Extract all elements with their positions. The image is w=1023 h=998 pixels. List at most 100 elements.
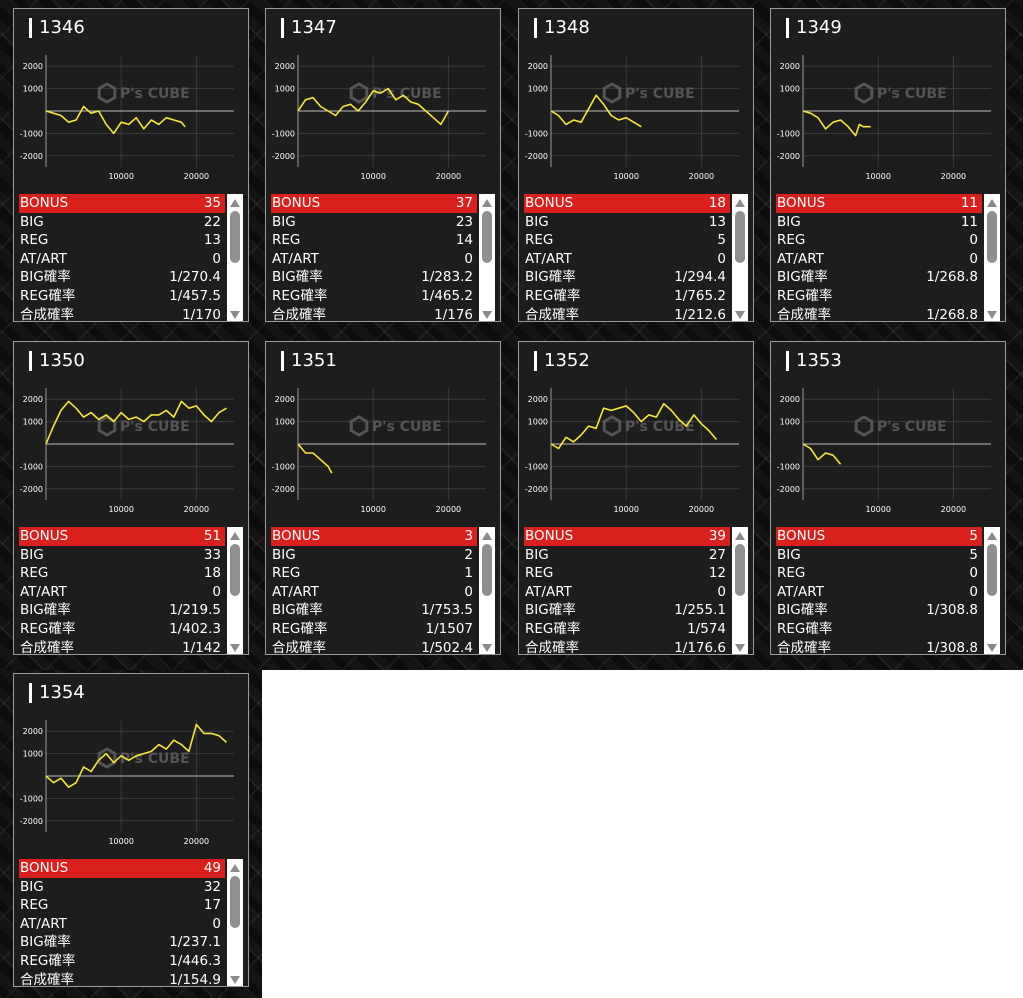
stat-label: BONUS [272, 195, 321, 211]
y-tick-label: -1000 [20, 794, 43, 803]
stats-list[interactable]: BONUS 18 BIG 13 REG 5 AT/ART 0 BIG確率 1/294.4 REG確率… [524, 194, 748, 321]
machine-card[interactable]: 1352 P's CUBE 2000 1000 -1000 -2000 10000 20000… [518, 341, 754, 655]
triangle-down-icon[interactable] [482, 311, 492, 319]
scrollbar-thumb[interactable] [482, 544, 492, 596]
machine-number: 1351 [291, 350, 337, 371]
slump-graph-svg: P's CUBE 2000 1000 -1000 -2000 10000 20000 [272, 55, 486, 181]
triangle-down-icon[interactable] [230, 976, 240, 984]
machine-card[interactable]: 1346 P's CUBE 2000 1000 -1000 -2000 10000 20000… [13, 8, 249, 322]
stats-scrollbar[interactable] [227, 194, 243, 321]
triangle-up-icon[interactable] [735, 199, 745, 207]
watermark-logo: P's CUBE [854, 415, 947, 437]
stat-row: BIG確率 1/219.5 [19, 601, 225, 620]
stat-row: BIG 27 [524, 546, 730, 565]
stat-label: BONUS [272, 528, 321, 544]
scrollbar-thumb[interactable] [987, 211, 997, 263]
slump-line [45, 723, 228, 788]
stat-label: 合成確率 [525, 639, 579, 655]
triangle-up-icon[interactable] [230, 864, 240, 872]
stats-scrollbar[interactable] [984, 527, 1000, 654]
stat-value: 5 [969, 546, 978, 563]
stat-value: 0 [969, 250, 978, 267]
stat-row: 合成確率 1/308.8 [776, 639, 982, 654]
triangle-down-icon[interactable] [735, 644, 745, 652]
scrollbar-thumb[interactable] [482, 211, 492, 263]
y-tick-label: -1000 [20, 462, 43, 471]
scrollbar-thumb[interactable] [735, 544, 745, 596]
bonus-row: BONUS 11 [776, 194, 982, 213]
triangle-up-icon[interactable] [482, 199, 492, 207]
machine-card[interactable]: 1349 P's CUBE 2000 1000 -1000 -2000 10000 20000… [770, 8, 1006, 322]
triangle-down-icon[interactable] [735, 311, 745, 319]
stat-value: 23 [455, 213, 473, 230]
x-tick-label: 20000 [436, 505, 461, 514]
stat-row: AT/ART 0 [271, 250, 477, 269]
y-tick-label: 1000 [528, 85, 548, 94]
watermark-brand: P's CUBE [120, 86, 190, 102]
card-header: 1354 [14, 674, 248, 714]
stats-scrollbar[interactable] [732, 194, 748, 321]
stat-row: 合成確率 1/502.4 [271, 639, 477, 654]
stats-scrollbar[interactable] [479, 194, 495, 321]
triangle-down-icon[interactable] [987, 644, 997, 652]
machine-number: 1352 [544, 350, 590, 371]
y-tick-label: -2000 [20, 485, 43, 494]
stat-label: 合成確率 [20, 639, 74, 655]
machine-card[interactable]: 1347 P's CUBE 2000 1000 -1000 -2000 10000 20000… [265, 8, 501, 322]
slump-line [45, 105, 186, 135]
y-tick-label: 1000 [23, 418, 43, 427]
machine-card[interactable]: 1350 P's CUBE 2000 1000 -1000 -2000 10000 20000… [13, 341, 249, 655]
stat-row: BIG 13 [524, 213, 730, 232]
stats-list[interactable]: BONUS 3 BIG 2 REG 1 AT/ART 0 BIG確率 1/753.5 REG確率 1/… [271, 527, 495, 654]
watermark-logo: P's CUBE [349, 415, 442, 437]
slump-graph: P's CUBE 2000 1000 -1000 -2000 10000 20000 [271, 382, 495, 522]
triangle-down-icon[interactable] [482, 644, 492, 652]
triangle-up-icon[interactable] [735, 532, 745, 540]
stats-scrollbar[interactable] [732, 527, 748, 654]
stat-value: 0 [717, 583, 726, 600]
stats-scrollbar[interactable] [227, 859, 243, 986]
stat-value: 1/308.8 [926, 602, 978, 619]
scrollbar-thumb[interactable] [987, 544, 997, 596]
triangle-up-icon[interactable] [230, 532, 240, 540]
stats-list[interactable]: BONUS 35 BIG 22 REG 13 AT/ART 0 BIG確率 1/270.4 REG確… [19, 194, 243, 321]
stat-label: AT/ART [20, 583, 67, 600]
stat-row: REG 0 [776, 564, 982, 583]
machine-card[interactable]: 1351 P's CUBE 2000 1000 -1000 -2000 10000 20000… [265, 341, 501, 655]
stats-list[interactable]: BONUS 37 BIG 23 REG 14 AT/ART 0 BIG確率 1/283.2 REG確… [271, 194, 495, 321]
stats-list[interactable]: BONUS 5 BIG 5 REG 0 AT/ART 0 BIG確率 1/308.8 REG確率 合成… [776, 527, 1000, 654]
triangle-up-icon[interactable] [230, 199, 240, 207]
scrollbar-thumb[interactable] [230, 211, 240, 263]
stat-label: BIG [272, 546, 296, 563]
triangle-up-icon[interactable] [987, 532, 997, 540]
machine-card[interactable]: 1353 P's CUBE 2000 1000 -1000 -2000 10000 20000… [770, 341, 1006, 655]
stats-list[interactable]: BONUS 51 BIG 33 REG 18 AT/ART 0 BIG確率 1/219.5 REG確… [19, 527, 243, 654]
stats-scrollbar[interactable] [227, 527, 243, 654]
machine-card[interactable]: 1354 P's CUBE 2000 1000 -1000 -2000 10000 20000… [13, 673, 249, 987]
triangle-up-icon[interactable] [482, 532, 492, 540]
stat-label: REG [20, 232, 49, 249]
stat-value: 1/255.1 [674, 602, 726, 619]
stat-label: BONUS [525, 528, 574, 544]
stat-value: 0 [969, 565, 978, 582]
stats-list[interactable]: BONUS 49 BIG 32 REG 17 AT/ART 0 BIG確率 1/237.1 REG確… [19, 859, 243, 986]
triangle-down-icon[interactable] [987, 311, 997, 319]
card-header: 1351 [266, 342, 500, 382]
stat-row: REG確率 [776, 620, 982, 639]
triangle-up-icon[interactable] [987, 199, 997, 207]
stats-scrollbar[interactable] [984, 194, 1000, 321]
scrollbar-thumb[interactable] [230, 544, 240, 596]
scrollbar-thumb[interactable] [230, 876, 240, 928]
triangle-down-icon[interactable] [230, 311, 240, 319]
stat-label: REG [525, 232, 554, 249]
stat-label: BIG [20, 878, 44, 895]
triangle-down-icon[interactable] [230, 644, 240, 652]
stat-row: REG確率 1/574 [524, 620, 730, 639]
machine-card[interactable]: 1348 P's CUBE 2000 1000 -1000 -2000 10000 20000… [518, 8, 754, 322]
stats-scrollbar[interactable] [479, 527, 495, 654]
stats-list[interactable]: BONUS 11 BIG 11 REG 0 AT/ART 0 BIG確率 1/268.8 REG確率… [776, 194, 1000, 321]
stat-value: 1/765.2 [674, 287, 726, 304]
y-tick-label: -2000 [777, 485, 800, 494]
stats-list[interactable]: BONUS 39 BIG 27 REG 12 AT/ART 0 BIG確率 1/255.1 REG確… [524, 527, 748, 654]
scrollbar-thumb[interactable] [735, 211, 745, 263]
